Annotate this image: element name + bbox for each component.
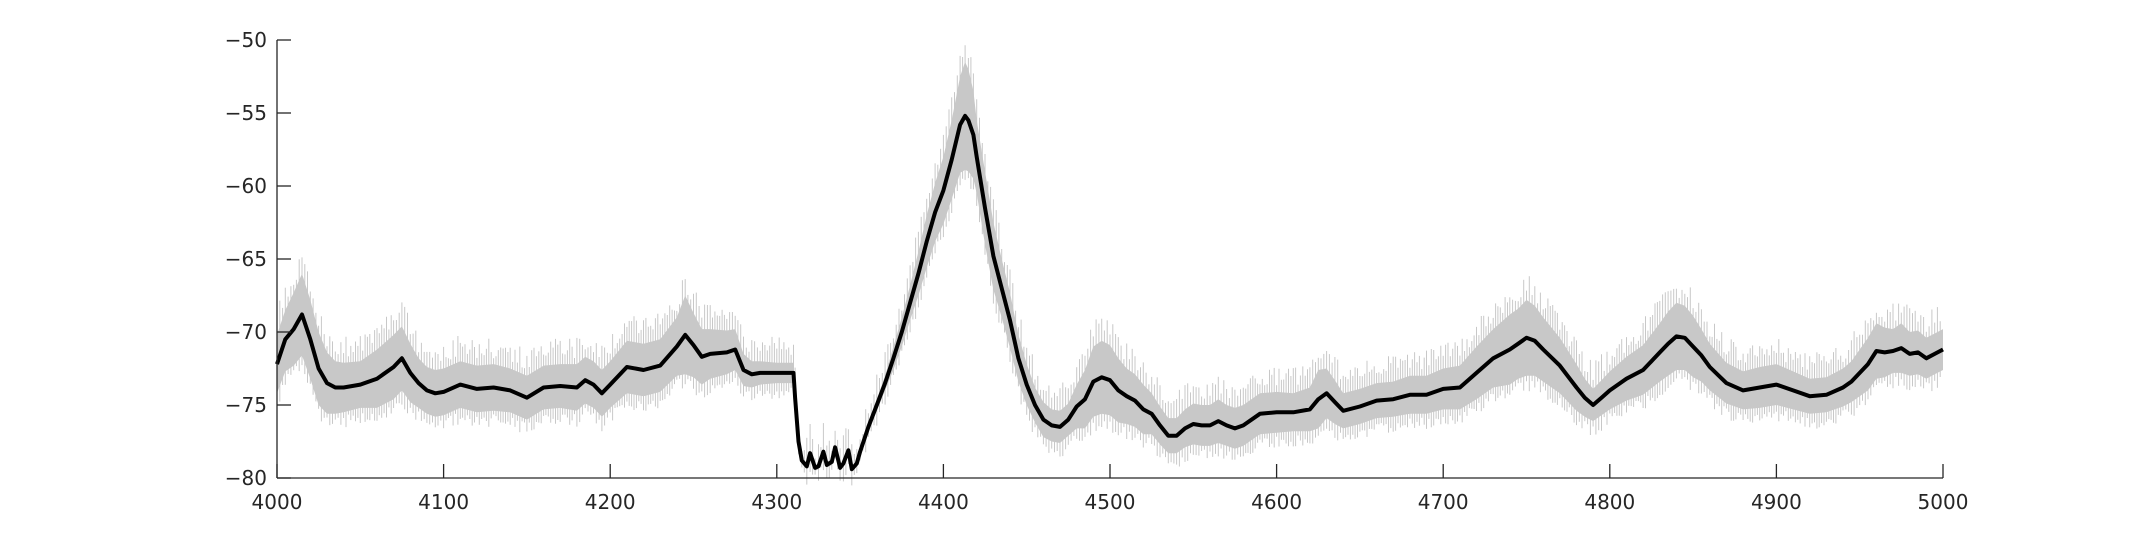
x-tick-label: 4300 xyxy=(751,490,802,514)
axes: 4000 4100 4200 4300 4400 4500 4600 4700 4800 4900… xyxy=(225,28,1969,514)
x-tick-label: 4700 xyxy=(1418,490,1469,514)
x-tick-label: 4100 xyxy=(418,490,469,514)
series-line-mean xyxy=(275,113,1944,472)
x-tick-label: 4800 xyxy=(1584,490,1635,514)
x-tick-label: 4400 xyxy=(918,490,969,514)
y-tick-label: −60 xyxy=(225,174,267,198)
noise-band-layer xyxy=(276,45,1943,486)
x-tick-label: 4000 xyxy=(252,490,303,514)
y-tick-label: −80 xyxy=(225,466,267,490)
y-tick-label: −55 xyxy=(225,101,267,125)
x-tick-label: 4500 xyxy=(1085,490,1136,514)
y-tick-label: −65 xyxy=(225,247,267,271)
x-tick-label: 5000 xyxy=(1918,490,1969,514)
mean-line-layer xyxy=(275,113,1944,472)
x-tick-label: 4200 xyxy=(585,490,636,514)
y-tick-label: −50 xyxy=(225,28,267,52)
y-tick-label: −75 xyxy=(225,393,267,417)
x-tick-label: 4900 xyxy=(1751,490,1802,514)
y-tick-label: −70 xyxy=(225,320,267,344)
x-tick-label: 4600 xyxy=(1251,490,1302,514)
